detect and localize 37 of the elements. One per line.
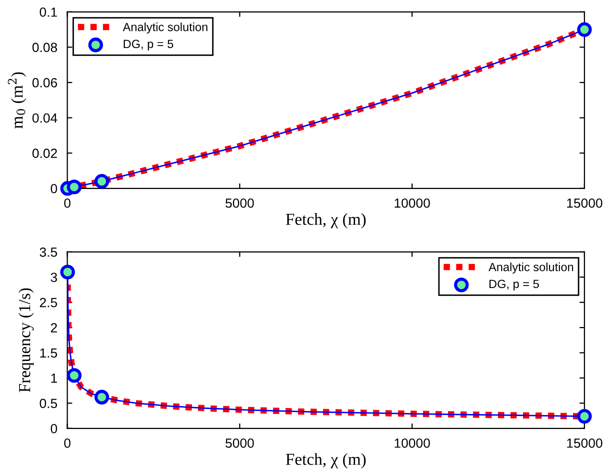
y-tick-label: 0 (50, 424, 58, 434)
y-tick-label: 1.5 (40, 348, 58, 358)
point (94, 174, 110, 189)
x-tick-label: 0 (64, 438, 70, 448)
x-tick-label: 10000 (394, 198, 430, 208)
y-tick-label: 3.5 (40, 247, 58, 257)
y-tick-label: 0.08 (32, 42, 58, 52)
y-tick-label: 0.04 (32, 113, 58, 123)
x-axis-title: Fetch, χ (m) (286, 453, 366, 468)
legend-label: Analytic solution (488, 262, 574, 274)
legend-label: DG, p = 5 (490, 280, 539, 290)
point (66, 368, 82, 383)
x-tick-label: 0 (64, 198, 70, 208)
point (94, 390, 110, 404)
x-tick-label: 5000 (226, 198, 254, 208)
y-tick-label: 0.1 (40, 7, 57, 17)
point (577, 408, 592, 424)
point (577, 22, 592, 37)
y-tick-label: 0.06 (32, 78, 58, 88)
point (60, 264, 75, 280)
x-axis-title: Fetch, χ (m) (286, 213, 366, 228)
point (66, 180, 82, 194)
legend-label: DG, p = 5 (124, 40, 174, 50)
x-tick-label: 10000 (394, 438, 430, 448)
legend-label: Analytic solution (122, 22, 208, 34)
y-tick-label: 0 (50, 184, 58, 194)
y-tick-label: 2.5 (40, 298, 58, 308)
x-tick-label: 15000 (567, 198, 602, 208)
y-tick-label: 3 (50, 272, 58, 282)
y-tick-label: 0.5 (40, 398, 58, 408)
y-tick-label: 2 (50, 323, 57, 332)
x-tick-label: 15000 (567, 438, 602, 448)
y-tick-label: 0.02 (32, 148, 57, 158)
y-axis-title: Frequency (1/s) (18, 288, 34, 392)
x-tick-label: 5000 (226, 438, 254, 448)
y-tick-label: 1 (51, 374, 57, 383)
y-axis-title: m$_{0}$ (m$^{2}$) (8, 72, 26, 128)
